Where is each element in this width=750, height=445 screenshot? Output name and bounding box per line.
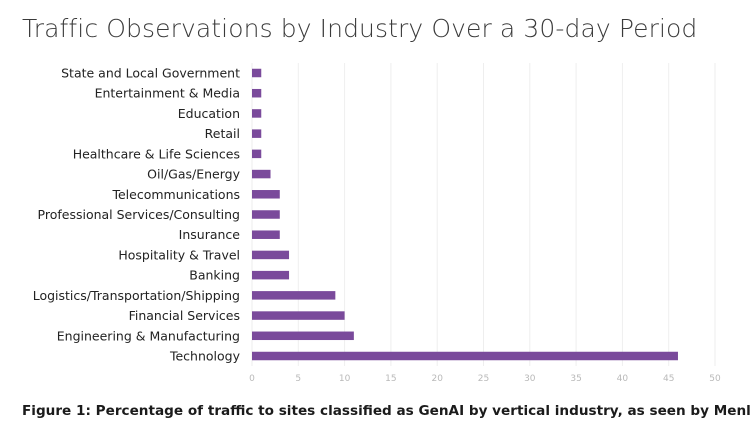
bar-8: [252, 230, 280, 239]
x-tick-label-5: 25: [478, 374, 489, 384]
category-label-6: Telecommunications: [111, 187, 240, 202]
category-label-2: Education: [178, 106, 240, 121]
category-label-3: Retail: [205, 126, 240, 141]
category-label-1: Entertainment & Media: [95, 86, 240, 101]
category-label-9: Hospitality & Travel: [118, 247, 240, 262]
category-labels: State and Local Government Entertainment …: [33, 66, 241, 364]
x-tick-label-4: 20: [431, 374, 443, 384]
bar-10: [252, 270, 290, 280]
x-tick-label-7: 35: [570, 374, 581, 384]
x-tick-label-10: 50: [709, 374, 721, 384]
bar-1: [252, 88, 262, 98]
bar-7: [252, 210, 280, 219]
figure-caption: Figure 1: Percentage of traffic to sites…: [22, 403, 750, 419]
category-label-5: Oil/Gas/Energy: [147, 167, 240, 182]
category-label-11: Logistics/Transportation/Shipping: [33, 288, 240, 303]
bar-11: [252, 291, 336, 300]
bar-9: [252, 250, 290, 260]
category-label-13: Engineering & Manufacturing: [57, 328, 240, 343]
x-tick-label-2: 10: [339, 374, 351, 384]
bar-13: [252, 331, 354, 341]
x-tick-label-3: 15: [385, 374, 396, 384]
x-tick-label-9: 45: [663, 374, 674, 384]
category-label-7: Professional Services/Consulting: [38, 207, 240, 222]
bar-4: [252, 149, 262, 159]
category-label-12: Financial Services: [129, 308, 240, 323]
bars: [252, 68, 678, 361]
category-label-0: State and Local Government: [61, 66, 240, 81]
bar-3: [252, 129, 262, 138]
category-label-4: Healthcare & Life Sciences: [73, 146, 240, 161]
category-label-10: Banking: [189, 268, 240, 283]
bar-2: [252, 109, 262, 118]
x-tick-label-6: 30: [524, 374, 536, 384]
bar-5: [252, 169, 271, 179]
category-label-8: Insurance: [179, 227, 241, 242]
bar-12: [252, 311, 345, 320]
x-tick-label-1: 5: [295, 374, 301, 384]
gridlines: [251, 63, 716, 366]
category-label-14: Technology: [169, 349, 241, 364]
x-tick-label-8: 40: [617, 374, 629, 384]
bar-0: [252, 68, 262, 78]
x-tick-labels: 0 5 10 15 20 25 30 35 40 45 50: [249, 374, 721, 384]
x-tick-label-0: 0: [249, 374, 255, 384]
chart-title: Traffic Observations by Industry Over a …: [22, 14, 698, 43]
bar-14: [252, 351, 678, 361]
bar-6: [252, 190, 280, 199]
